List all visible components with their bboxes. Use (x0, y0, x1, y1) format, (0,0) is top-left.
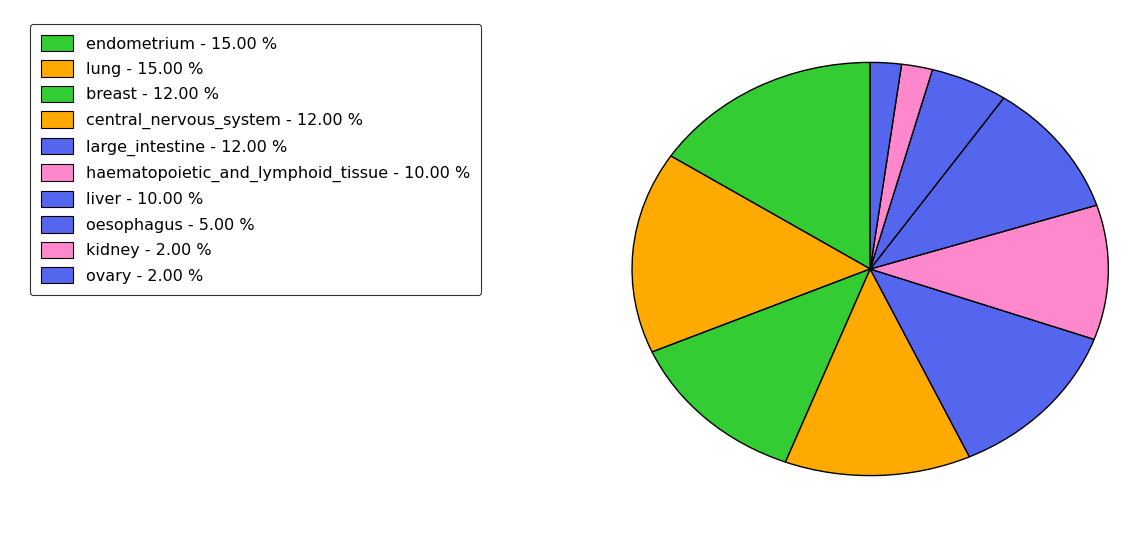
Wedge shape (870, 69, 1004, 269)
Wedge shape (870, 64, 932, 269)
Wedge shape (870, 62, 901, 269)
Wedge shape (870, 269, 1095, 457)
Wedge shape (870, 98, 1097, 269)
Wedge shape (632, 156, 870, 352)
Legend: endometrium - 15.00 %, lung - 15.00 %, breast - 12.00 %, central_nervous_system : endometrium - 15.00 %, lung - 15.00 %, b… (30, 24, 481, 295)
Wedge shape (870, 205, 1108, 339)
Wedge shape (785, 269, 970, 476)
Wedge shape (671, 62, 870, 269)
Wedge shape (653, 269, 870, 462)
